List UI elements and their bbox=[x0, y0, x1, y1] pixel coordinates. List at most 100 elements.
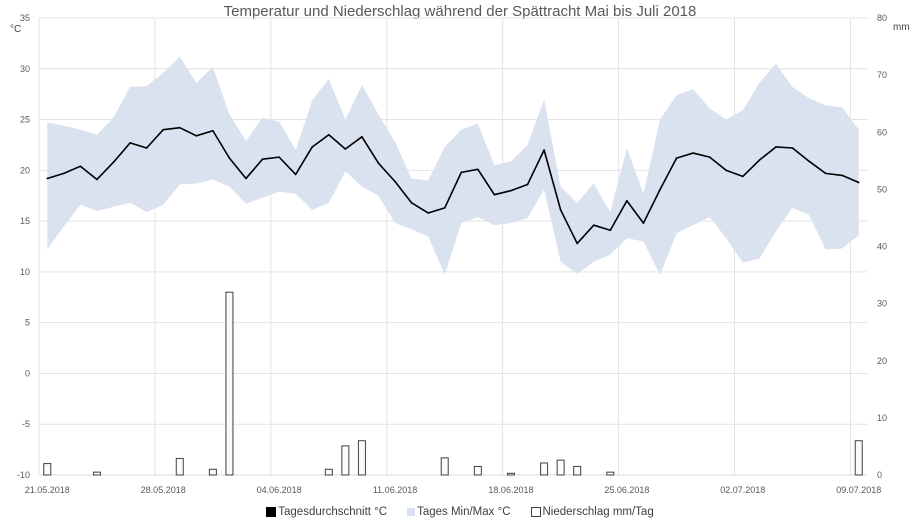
precipitation-bar bbox=[556, 459, 565, 476]
average-point bbox=[493, 193, 496, 196]
average-line bbox=[46, 126, 860, 245]
average-point bbox=[725, 169, 728, 172]
min-max-band bbox=[47, 56, 859, 275]
average-point bbox=[708, 156, 711, 158]
average-point bbox=[162, 128, 164, 131]
average-point bbox=[626, 200, 628, 202]
average-temperature-line bbox=[47, 126, 860, 245]
precipitation-bar bbox=[208, 468, 217, 476]
average-point bbox=[195, 135, 198, 137]
precipitation-bar bbox=[440, 457, 449, 476]
average-point bbox=[79, 165, 82, 168]
average-point bbox=[377, 162, 380, 165]
precipitation-bar bbox=[854, 440, 863, 476]
average-point bbox=[775, 146, 777, 148]
y-tick-right: 60 bbox=[877, 127, 887, 137]
average-point bbox=[841, 174, 843, 177]
y-tick-right: 50 bbox=[877, 184, 887, 194]
average-point bbox=[592, 224, 595, 226]
average-point bbox=[96, 178, 98, 181]
average-point bbox=[278, 156, 280, 158]
average-point bbox=[145, 147, 148, 149]
precipitation-bar bbox=[473, 465, 482, 476]
average-point bbox=[808, 160, 810, 162]
average-point bbox=[129, 142, 131, 144]
average-point bbox=[261, 158, 264, 160]
legend-item-precipitation: Niederschlag mm/Tag bbox=[530, 506, 654, 518]
precipitation-bar bbox=[324, 468, 333, 476]
precipitation-bars bbox=[43, 291, 863, 476]
y-tick-left: 35 bbox=[20, 13, 30, 23]
legend-swatch-precipitation bbox=[530, 507, 541, 517]
y-tick-right: 30 bbox=[877, 299, 887, 309]
average-point bbox=[112, 161, 115, 164]
left-axis-unit: °C bbox=[10, 24, 21, 35]
y-tick-right: 80 bbox=[877, 13, 887, 23]
legend-swatch-average bbox=[266, 507, 277, 517]
y-tick-left: 0 bbox=[25, 368, 30, 378]
average-point bbox=[791, 147, 794, 149]
average-point bbox=[609, 229, 612, 232]
average-point bbox=[394, 180, 396, 183]
y-tick-right: 10 bbox=[877, 413, 887, 423]
average-point bbox=[460, 171, 463, 174]
average-point bbox=[576, 242, 578, 245]
y-tick-left: 15 bbox=[20, 216, 30, 226]
average-point bbox=[659, 188, 661, 191]
average-point bbox=[857, 181, 860, 184]
average-point bbox=[178, 126, 181, 129]
y-tick-left: 5 bbox=[25, 318, 30, 328]
average-point bbox=[410, 202, 413, 204]
average-point bbox=[477, 168, 479, 171]
precipitation-bar bbox=[341, 445, 350, 476]
precipitation-bar bbox=[606, 471, 615, 476]
y-tick-right: 70 bbox=[877, 70, 887, 80]
y-tick-left: 25 bbox=[20, 115, 30, 125]
average-point bbox=[63, 172, 65, 175]
average-point bbox=[228, 157, 231, 159]
x-tick-label: 02.07.2018 bbox=[720, 485, 765, 495]
precipitation-bar bbox=[357, 440, 366, 476]
y-tick-right: 0 bbox=[877, 470, 882, 480]
average-point bbox=[526, 183, 529, 186]
precipitation-bar bbox=[175, 457, 184, 476]
average-point bbox=[642, 222, 645, 224]
legend-swatch-minmax bbox=[407, 508, 416, 516]
legend-label-precipitation: Niederschlag mm/Tag bbox=[542, 506, 654, 518]
y-tick-left: 30 bbox=[20, 64, 30, 74]
y-tick-left: 10 bbox=[20, 267, 30, 277]
average-point bbox=[742, 175, 744, 178]
precipitation-bar bbox=[43, 463, 52, 476]
precipitation-bar bbox=[573, 465, 582, 476]
x-tick-label: 25.06.2018 bbox=[604, 485, 649, 495]
legend-item-average: Tagesdurchschnitt °C bbox=[266, 506, 387, 518]
x-tick-label: 28.05.2018 bbox=[141, 485, 186, 495]
y-tick-left: 20 bbox=[20, 165, 30, 175]
legend: Tagesdurchschnitt °C Tages Min/Max °C Ni… bbox=[0, 506, 920, 518]
y-tick-left: -10 bbox=[17, 470, 30, 480]
average-point bbox=[543, 149, 545, 151]
precipitation-bar bbox=[225, 291, 234, 476]
average-point bbox=[427, 212, 429, 214]
x-tick-label: 04.06.2018 bbox=[257, 485, 302, 495]
average-point bbox=[245, 177, 247, 180]
legend-label-average: Tagesdurchschnitt °C bbox=[278, 506, 388, 518]
legend-label-minmax: Tages Min/Max °C bbox=[417, 506, 511, 518]
legend-item-minmax: Tages Min/Max °C bbox=[407, 506, 511, 518]
y-tick-right: 20 bbox=[877, 356, 887, 366]
average-point bbox=[361, 136, 363, 138]
x-tick-label: 11.06.2018 bbox=[373, 485, 417, 495]
average-point bbox=[294, 173, 297, 176]
axes: 35302520151050-5-108070605040302010021.0… bbox=[17, 13, 887, 495]
average-point bbox=[675, 157, 678, 159]
x-tick-label: 21.05.2018 bbox=[25, 485, 70, 495]
x-tick-label: 09.07.2018 bbox=[836, 485, 881, 495]
precipitation-bar bbox=[92, 471, 101, 476]
average-point bbox=[344, 148, 347, 150]
average-point bbox=[824, 172, 827, 175]
average-point bbox=[328, 133, 330, 136]
average-point bbox=[311, 146, 314, 148]
average-point bbox=[758, 159, 761, 161]
average-point bbox=[443, 207, 446, 209]
